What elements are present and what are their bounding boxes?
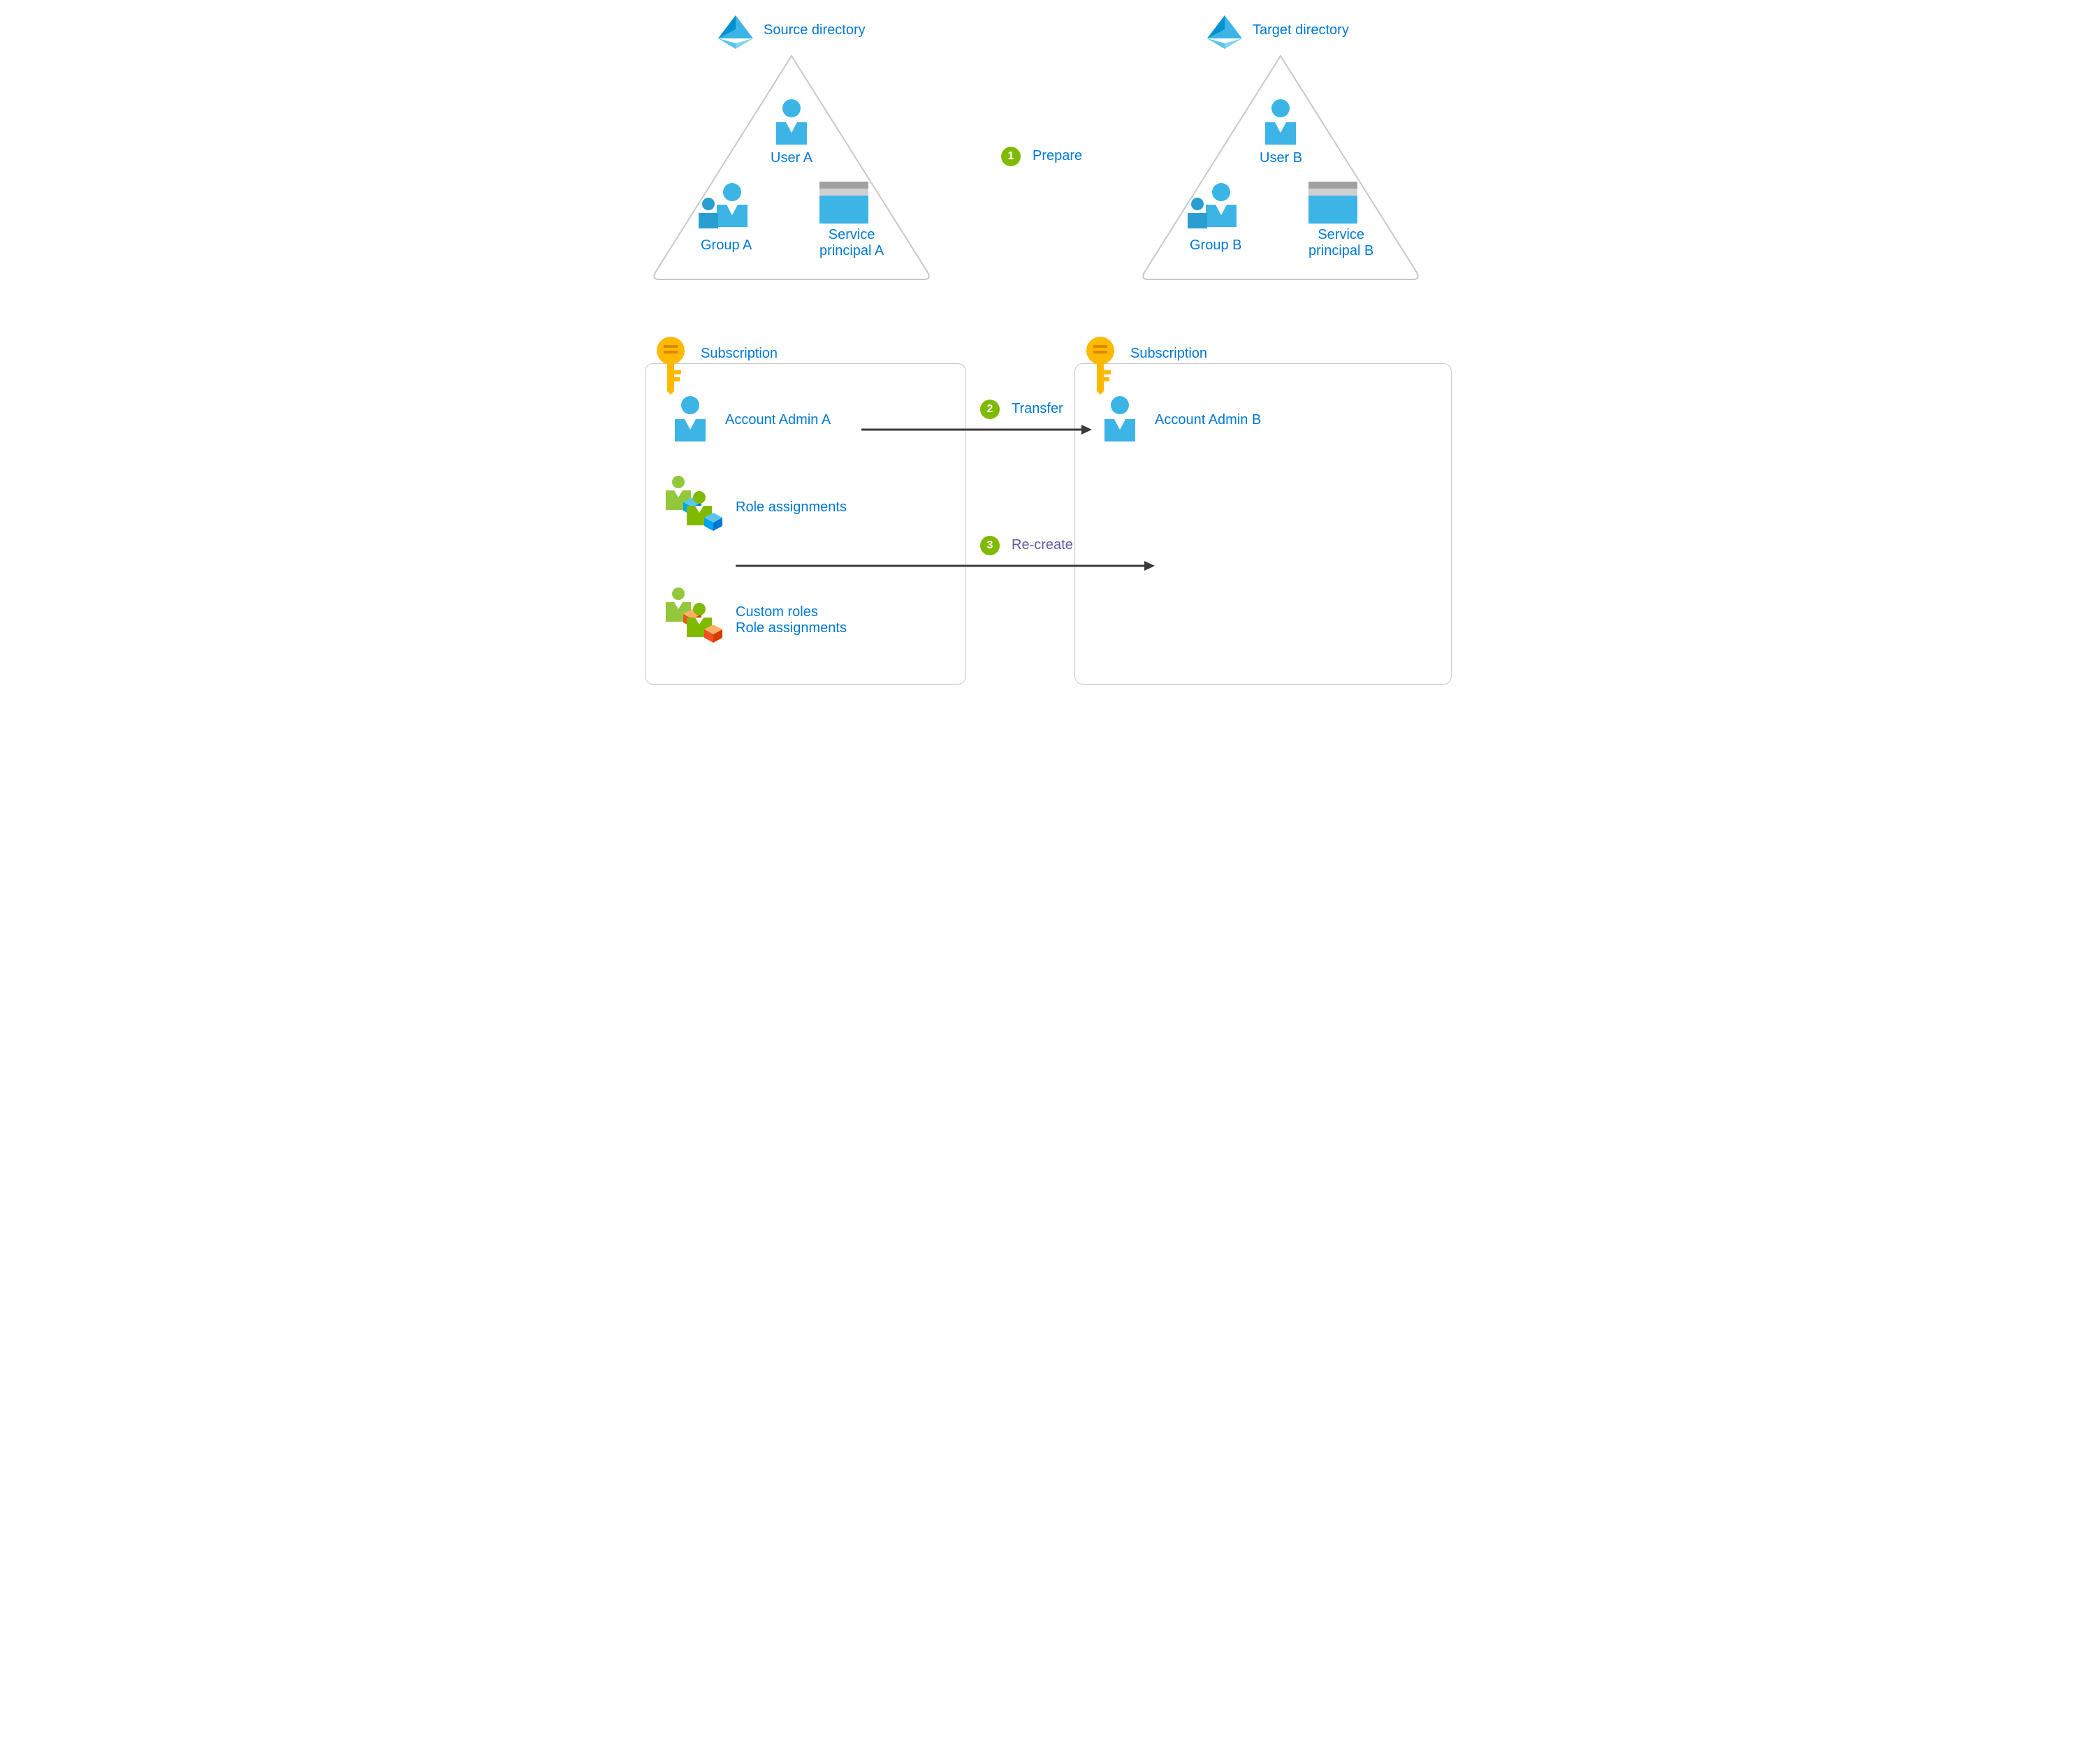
sp-a-label: Service principal A bbox=[819, 227, 884, 259]
step-label-transfer: Transfer bbox=[1012, 401, 1063, 417]
user-icon bbox=[1260, 98, 1301, 150]
source-directory-title: Source directory bbox=[764, 22, 866, 38]
role-assignments-icon bbox=[659, 475, 725, 538]
subscription-right-title: Subscription bbox=[1130, 346, 1207, 362]
user-icon bbox=[771, 98, 812, 150]
service-principal-icon bbox=[819, 182, 868, 227]
step-badge-2: 2 bbox=[980, 400, 1000, 419]
group-icon bbox=[697, 182, 757, 238]
account-admin-a-label: Account Admin A bbox=[725, 412, 831, 428]
key-icon bbox=[652, 335, 690, 398]
user-a-label: User A bbox=[771, 150, 812, 166]
source-triangle bbox=[645, 49, 938, 286]
group-b-label: Group B bbox=[1190, 238, 1241, 254]
subscription-left-title: Subscription bbox=[701, 346, 778, 362]
step-badge-1: 1 bbox=[1001, 147, 1021, 166]
sp-b-label: Service principal B bbox=[1308, 227, 1373, 259]
diagram-canvas: Source directory User A Group A Se bbox=[631, 14, 1469, 713]
user-b-label: User B bbox=[1260, 150, 1302, 166]
role-assignments-label: Role assignments bbox=[736, 499, 847, 516]
user-icon bbox=[669, 395, 711, 447]
group-icon bbox=[1186, 182, 1246, 238]
key-icon bbox=[1081, 335, 1120, 398]
pyramid-icon bbox=[1204, 14, 1246, 52]
step-label-recreate: Re-create bbox=[1012, 537, 1073, 553]
custom-roles-label: Custom roles Role assignments bbox=[736, 604, 847, 636]
target-triangle bbox=[1134, 49, 1427, 286]
recreate-arrow bbox=[736, 559, 1155, 576]
service-principal-icon bbox=[1308, 182, 1357, 227]
step-badge-3: 3 bbox=[980, 536, 1000, 555]
account-admin-b-label: Account Admin B bbox=[1155, 412, 1261, 428]
custom-roles-icon bbox=[659, 587, 725, 650]
pyramid-icon bbox=[715, 14, 757, 52]
step-label-prepare: Prepare bbox=[1033, 148, 1082, 164]
user-icon bbox=[1099, 395, 1141, 447]
group-a-label: Group A bbox=[701, 238, 752, 254]
target-directory-title: Target directory bbox=[1253, 22, 1349, 38]
transfer-arrow bbox=[861, 423, 1092, 440]
